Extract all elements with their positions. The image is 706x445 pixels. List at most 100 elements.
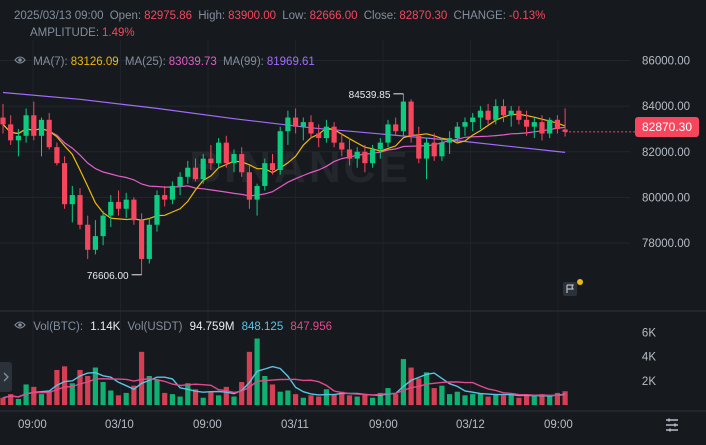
volume-btc-label: Vol(BTC): — [33, 321, 84, 333]
volume-bar — [454, 391, 460, 405]
candle-body — [431, 142, 437, 157]
volume-usdt-value: 94.759M — [189, 321, 235, 333]
volume-bar — [308, 395, 314, 405]
close-label: Close: — [363, 10, 397, 22]
volume-bar — [470, 394, 476, 405]
volume-bar — [100, 382, 106, 405]
volume-bar — [554, 392, 560, 405]
candle-body — [208, 158, 214, 164]
volume-bar — [77, 369, 83, 405]
volume-bar — [239, 382, 245, 405]
candle-body — [293, 117, 299, 127]
volume-bar — [0, 397, 6, 405]
eye-icon[interactable] — [14, 54, 26, 66]
settings-sliders-icon — [666, 418, 678, 432]
volume-bar — [477, 392, 483, 405]
candle-body — [331, 126, 337, 143]
candle-body — [408, 101, 414, 136]
candle-body — [123, 199, 129, 209]
volume-ma-lines — [2, 365, 566, 399]
eye-icon[interactable] — [14, 319, 26, 331]
change-value: -0.13% — [508, 10, 546, 22]
volume-bar — [200, 397, 206, 405]
volume-bar — [447, 394, 453, 405]
candle-body — [85, 224, 91, 250]
volume-bar — [562, 391, 568, 405]
time-label: 09:00 — [369, 419, 398, 431]
volume-bar — [339, 391, 345, 405]
volume-bar — [146, 376, 152, 405]
ma25-path — [2, 123, 566, 197]
candle-body — [454, 126, 460, 139]
time-label: 03/11 — [281, 419, 309, 431]
candle-body — [539, 122, 545, 134]
price-tick-label: 84000.00 — [642, 101, 690, 113]
low-value: 82666.00 — [309, 10, 358, 22]
amplitude-row: AMPLITUDE: 1.49% — [30, 27, 138, 39]
low-label: Low: — [282, 10, 307, 22]
candle-body — [146, 224, 152, 259]
candle-body — [231, 154, 237, 164]
volume-bar — [139, 351, 145, 405]
ma25-label: MA(25): — [124, 56, 166, 68]
flag-button[interactable] — [562, 279, 584, 299]
volume-bars — [0, 338, 568, 405]
candle-body — [400, 101, 406, 132]
candle-body — [470, 117, 476, 123]
expand-panel-button[interactable] — [0, 362, 12, 392]
candle-body — [254, 185, 260, 200]
chart-settings-button[interactable] — [662, 415, 682, 435]
candle-body — [416, 135, 422, 159]
volume-bar — [370, 397, 376, 405]
amplitude-value: 1.49% — [102, 27, 135, 39]
high-label: High: — [198, 10, 226, 22]
volume-bar — [462, 395, 468, 405]
candle-body — [547, 119, 553, 134]
candle-body — [477, 110, 483, 118]
volume-bar — [508, 394, 514, 405]
grid-lines — [0, 40, 706, 412]
volume-bar — [354, 396, 360, 405]
volume-bar — [123, 392, 129, 405]
high-marker-label: 84539.85 — [349, 90, 391, 101]
volume-bar — [400, 359, 406, 405]
candle-body — [439, 142, 445, 157]
amplitude-label: AMPLITUDE: — [30, 27, 100, 39]
candle-body — [15, 135, 21, 141]
price-tick-label: 80000.00 — [642, 192, 690, 204]
volume-bar — [185, 383, 191, 405]
volume-axis: 2K 4K 6K — [642, 328, 656, 388]
candle-body — [246, 172, 252, 200]
volume-bar — [92, 367, 98, 405]
volume-ma1-value: 848.125 — [241, 321, 284, 333]
candle-body — [139, 220, 145, 259]
ma25-value: 83039.73 — [168, 56, 217, 68]
open-value: 82975.86 — [144, 10, 193, 22]
time-label: 03/10 — [105, 419, 134, 431]
volume-bar — [115, 395, 122, 405]
candle-body — [54, 147, 60, 164]
volume-bar — [223, 386, 229, 405]
candle-body — [77, 195, 83, 225]
candle-body — [38, 119, 45, 136]
volume-ma2-value: 847.956 — [290, 321, 332, 333]
volume-bar — [169, 394, 175, 405]
volume-bar — [346, 395, 353, 405]
volume-bar — [108, 390, 114, 405]
candle-body — [262, 163, 268, 186]
volume-bar — [85, 376, 91, 405]
ma25-line — [2, 123, 566, 197]
ma7-path — [2, 113, 566, 221]
candle-body — [354, 151, 360, 159]
candle-body — [531, 122, 537, 127]
datetime: 2025/03/13 09:00 — [14, 10, 104, 22]
open-label: Open: — [109, 10, 142, 22]
volume-bar — [216, 395, 222, 405]
volume-bar — [362, 394, 368, 405]
candle-body — [362, 151, 368, 164]
volume-bar — [293, 394, 299, 405]
price-tick-label: 78000.00 — [642, 238, 690, 250]
candle-body — [285, 117, 291, 132]
candle-body — [393, 124, 399, 132]
